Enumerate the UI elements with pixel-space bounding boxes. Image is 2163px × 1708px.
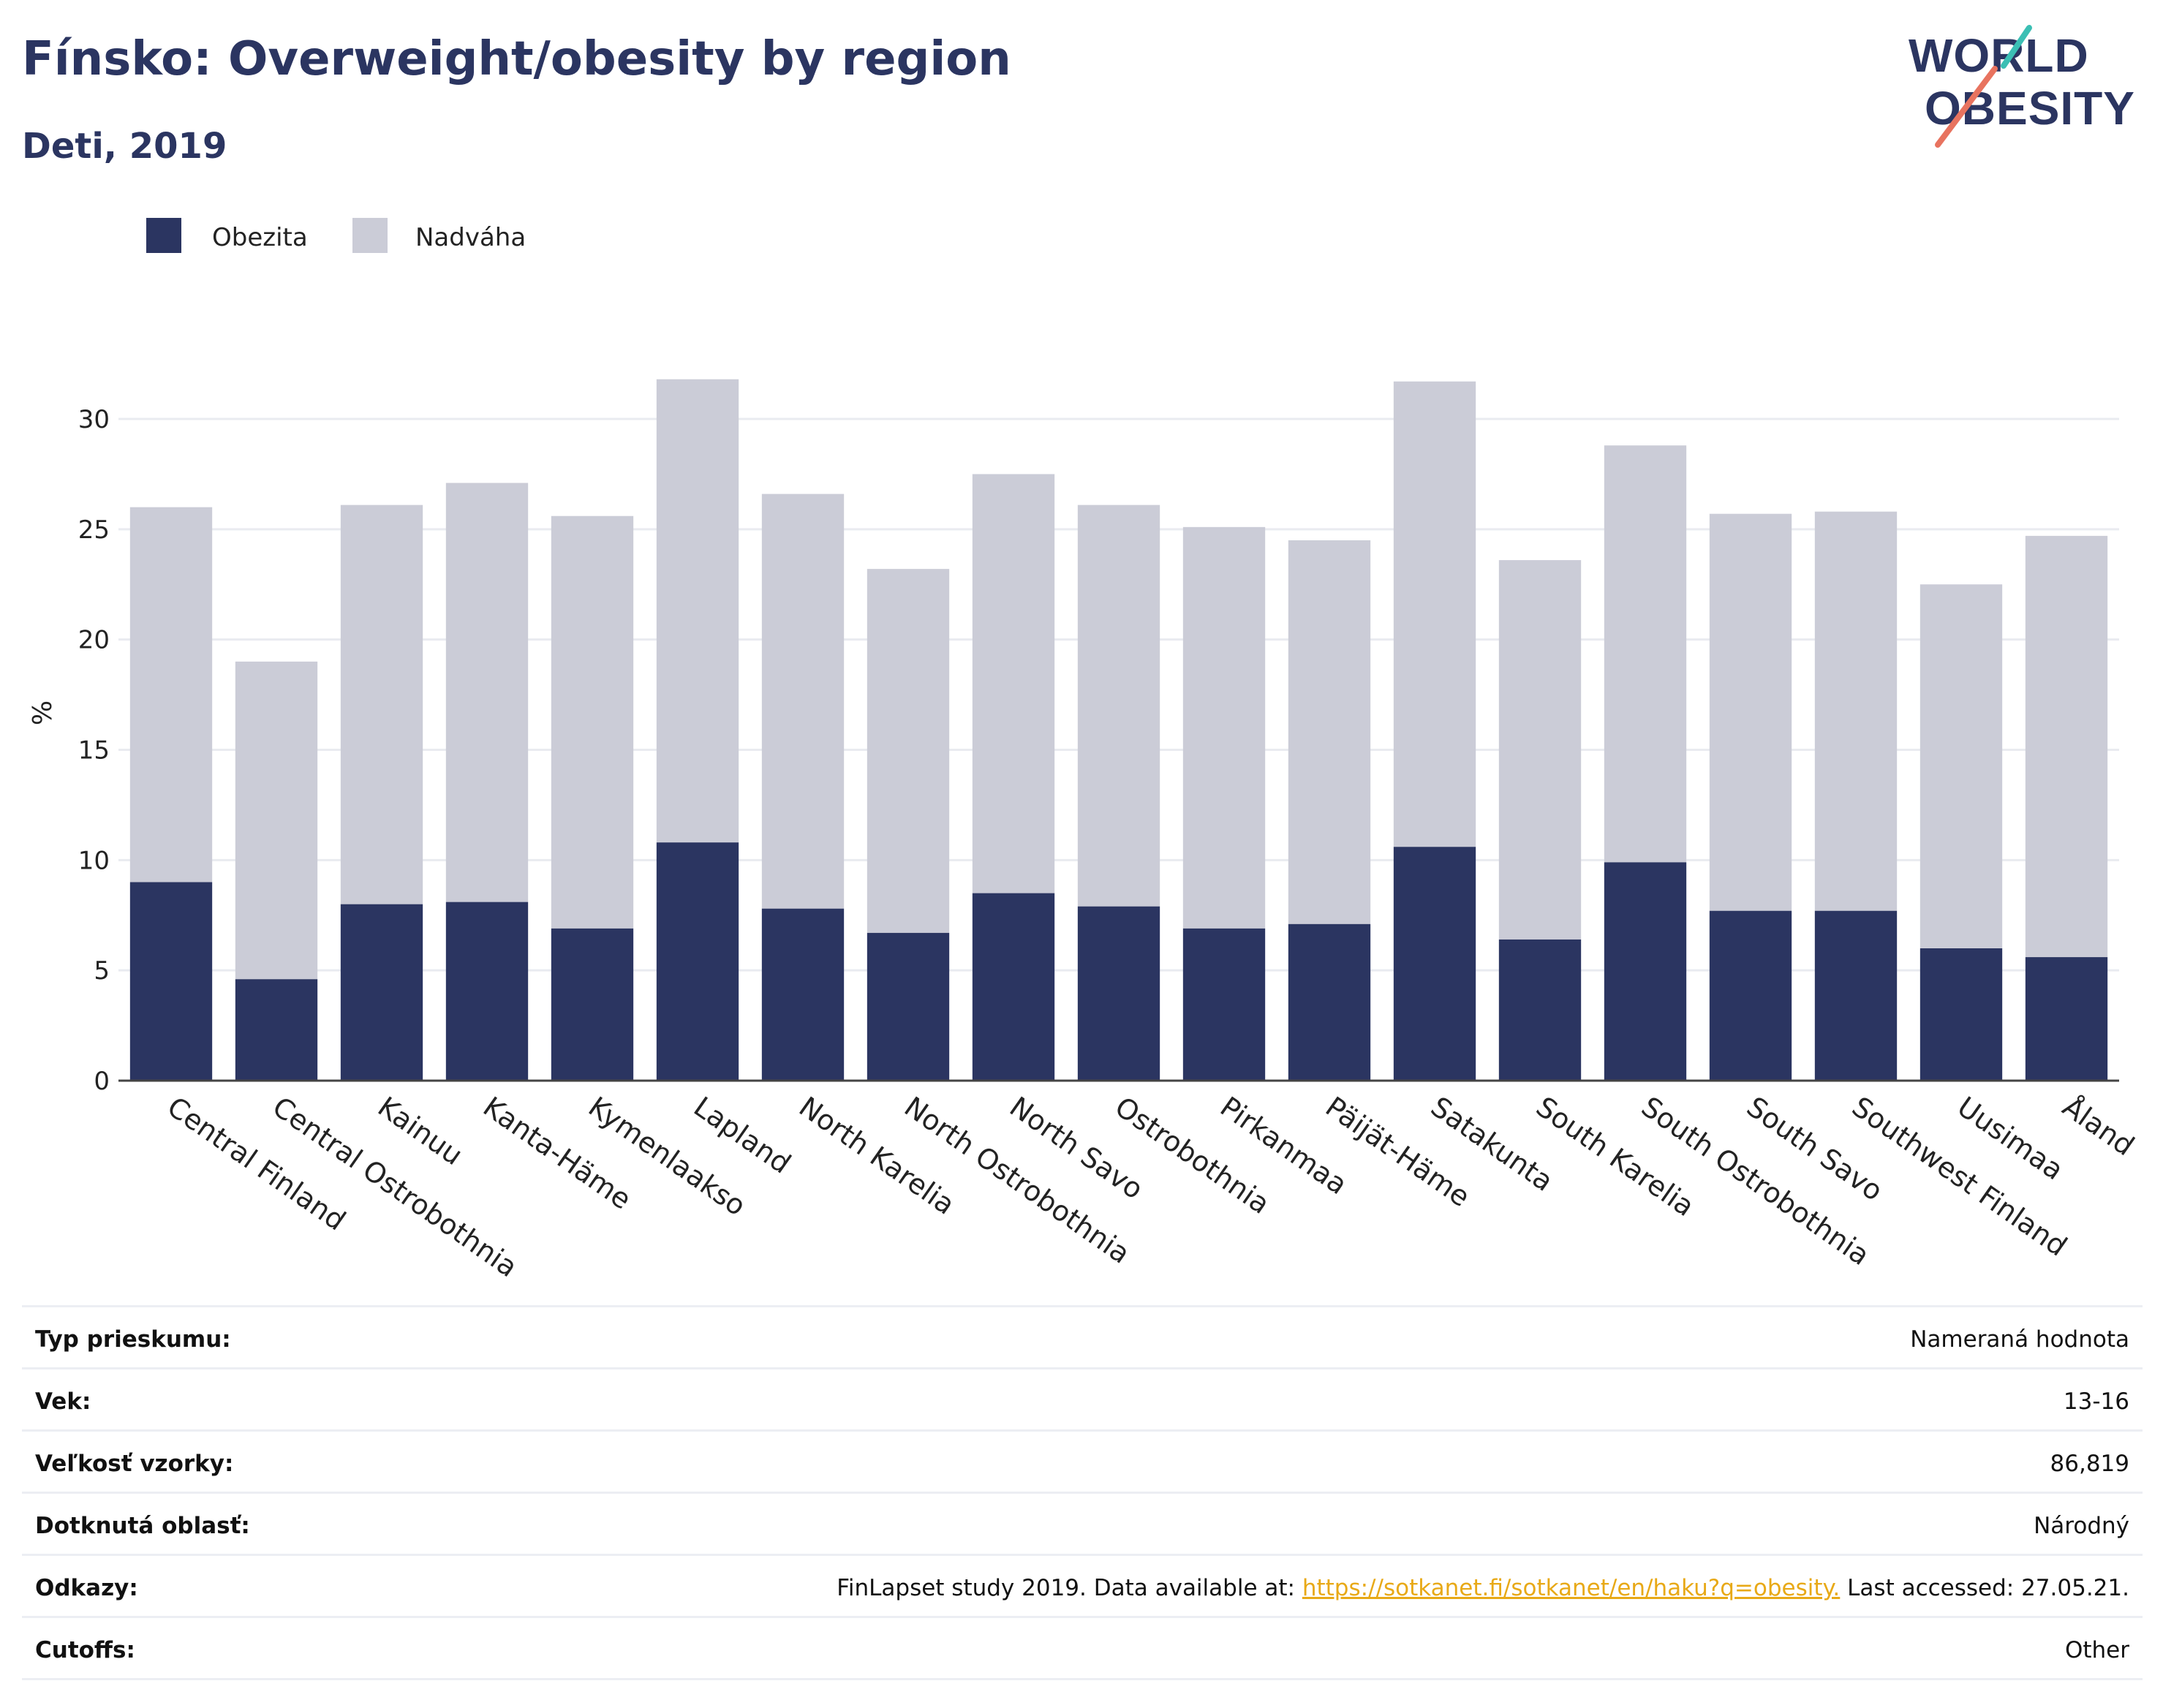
y-tick-labels: 0 5 10 15 20 25 30 <box>78 405 110 1096</box>
table-row-survey-type: Typ prieskumu: Nameraná hodnota <box>22 1305 2143 1367</box>
table-key: Cutoffs: <box>35 1637 135 1663</box>
x-tick-label: Central Finland <box>162 1090 352 1236</box>
logo-slash-teal <box>2001 25 2032 69</box>
bar-nadvaha <box>1814 511 1898 911</box>
x-tick-label: Kainuu <box>372 1090 469 1171</box>
legend-swatch-nadvaha <box>352 218 388 253</box>
logo-text-world: WORLD <box>1909 29 2089 82</box>
logo-slash-coral <box>1935 66 1998 148</box>
bar-obezita <box>761 908 845 1081</box>
bar-nadvaha <box>235 661 318 980</box>
chart-subtitle: Deti, 2019 <box>22 126 227 167</box>
y-axis-label: % <box>28 700 58 725</box>
reference-prefix: FinLapset study 2019. Data available at: <box>837 1575 1302 1601</box>
bar-obezita <box>340 904 423 1081</box>
bar-obezita <box>972 893 1055 1081</box>
bar-nadvaha <box>1182 526 1266 929</box>
table-row-references: Odkazy: FinLapset study 2019. Data avail… <box>22 1554 2143 1616</box>
bars <box>129 379 2108 1081</box>
bar-obezita <box>235 979 318 1081</box>
reference-link[interactable]: https://sotkanet.fi/sotkanet/en/haku?q=o… <box>1302 1575 1841 1601</box>
y-tick-label: 0 <box>94 1067 110 1096</box>
bar-obezita <box>656 842 739 1081</box>
bar-nadvaha <box>551 515 634 929</box>
table-key: Dotknutá oblasť: <box>35 1513 250 1539</box>
y-tick-label: 30 <box>78 405 110 434</box>
table-key: Veľkosť vzorky: <box>35 1451 234 1477</box>
bar-obezita <box>129 882 213 1081</box>
bar-nadvaha <box>340 505 423 904</box>
x-tick-label: Åland <box>2057 1090 2140 1162</box>
chart-title: Fínsko: Overweight/obesity by region <box>22 32 1011 86</box>
world-obesity-logo: WORLD OBESITY <box>1909 25 2135 148</box>
y-tick-label: 10 <box>78 846 110 875</box>
bar-obezita <box>551 928 634 1081</box>
table-value: Národný <box>2034 1513 2129 1539</box>
bar-obezita <box>2025 957 2108 1081</box>
y-tick-label: 25 <box>78 515 110 545</box>
bar-obezita <box>445 902 529 1081</box>
table-value: FinLapset study 2019. Data available at:… <box>837 1575 2129 1601</box>
bar-nadvaha <box>1077 505 1160 907</box>
table-key: Typ prieskumu: <box>35 1326 231 1353</box>
legend-label-obezita: Obezita <box>212 223 308 252</box>
y-tick-label: 20 <box>78 626 110 655</box>
bar-obezita <box>1182 928 1266 1081</box>
table-value: Other <box>2064 1637 2129 1663</box>
bar-nadvaha <box>1709 513 1792 911</box>
bar-nadvaha <box>445 483 529 902</box>
bar-nadvaha <box>129 507 213 883</box>
stacked-bar-chart: Obezita Nadváha % 0 5 10 15 20 25 30 Central F… <box>28 218 2140 1283</box>
legend: Obezita Nadváha <box>146 218 526 253</box>
bar-obezita <box>1709 910 1792 1081</box>
bar-nadvaha <box>2025 535 2108 958</box>
bar-obezita <box>867 932 950 1081</box>
reference-suffix: Last accessed: 27.05.21. <box>1840 1575 2129 1601</box>
bar-nadvaha <box>867 569 950 933</box>
table-value: Nameraná hodnota <box>1910 1326 2129 1353</box>
table-row-cutoffs: Cutoffs: Other <box>22 1616 2143 1680</box>
bar-obezita <box>1919 948 2003 1081</box>
bar-obezita <box>1288 923 1371 1081</box>
bar-obezita <box>1393 847 1476 1081</box>
y-tick-label: 5 <box>94 956 110 986</box>
table-value: 13-16 <box>2063 1388 2129 1415</box>
logo-text-obesity: OBESITY <box>1925 82 2135 135</box>
table-row-age: Vek: 13-16 <box>22 1367 2143 1429</box>
y-tick-label: 15 <box>78 736 110 766</box>
table-value: 86,819 <box>2050 1451 2129 1477</box>
legend-swatch-obezita <box>146 218 181 253</box>
bar-obezita <box>1498 939 1582 1081</box>
table-key: Vek: <box>35 1388 91 1415</box>
bar-nadvaha <box>656 379 739 843</box>
table-row-area: Dotknutá oblasť: Národný <box>22 1492 2143 1554</box>
bar-nadvaha <box>1604 445 1687 863</box>
bar-nadvaha <box>1498 560 1582 940</box>
legend-label-nadvaha: Nadváha <box>415 223 526 252</box>
bar-nadvaha <box>1919 584 2003 948</box>
bar-obezita <box>1814 910 1898 1081</box>
bar-nadvaha <box>1288 540 1371 924</box>
bar-nadvaha <box>972 474 1055 893</box>
info-table: Typ prieskumu: Nameraná hodnota Vek: 13-… <box>22 1305 2143 1680</box>
table-key: Odkazy: <box>35 1575 138 1601</box>
bar-nadvaha <box>1393 381 1476 847</box>
bar-nadvaha <box>761 494 845 909</box>
bar-obezita <box>1604 862 1687 1081</box>
bar-obezita <box>1077 906 1160 1081</box>
table-row-sample-size: Veľkosť vzorky: 86,819 <box>22 1429 2143 1492</box>
